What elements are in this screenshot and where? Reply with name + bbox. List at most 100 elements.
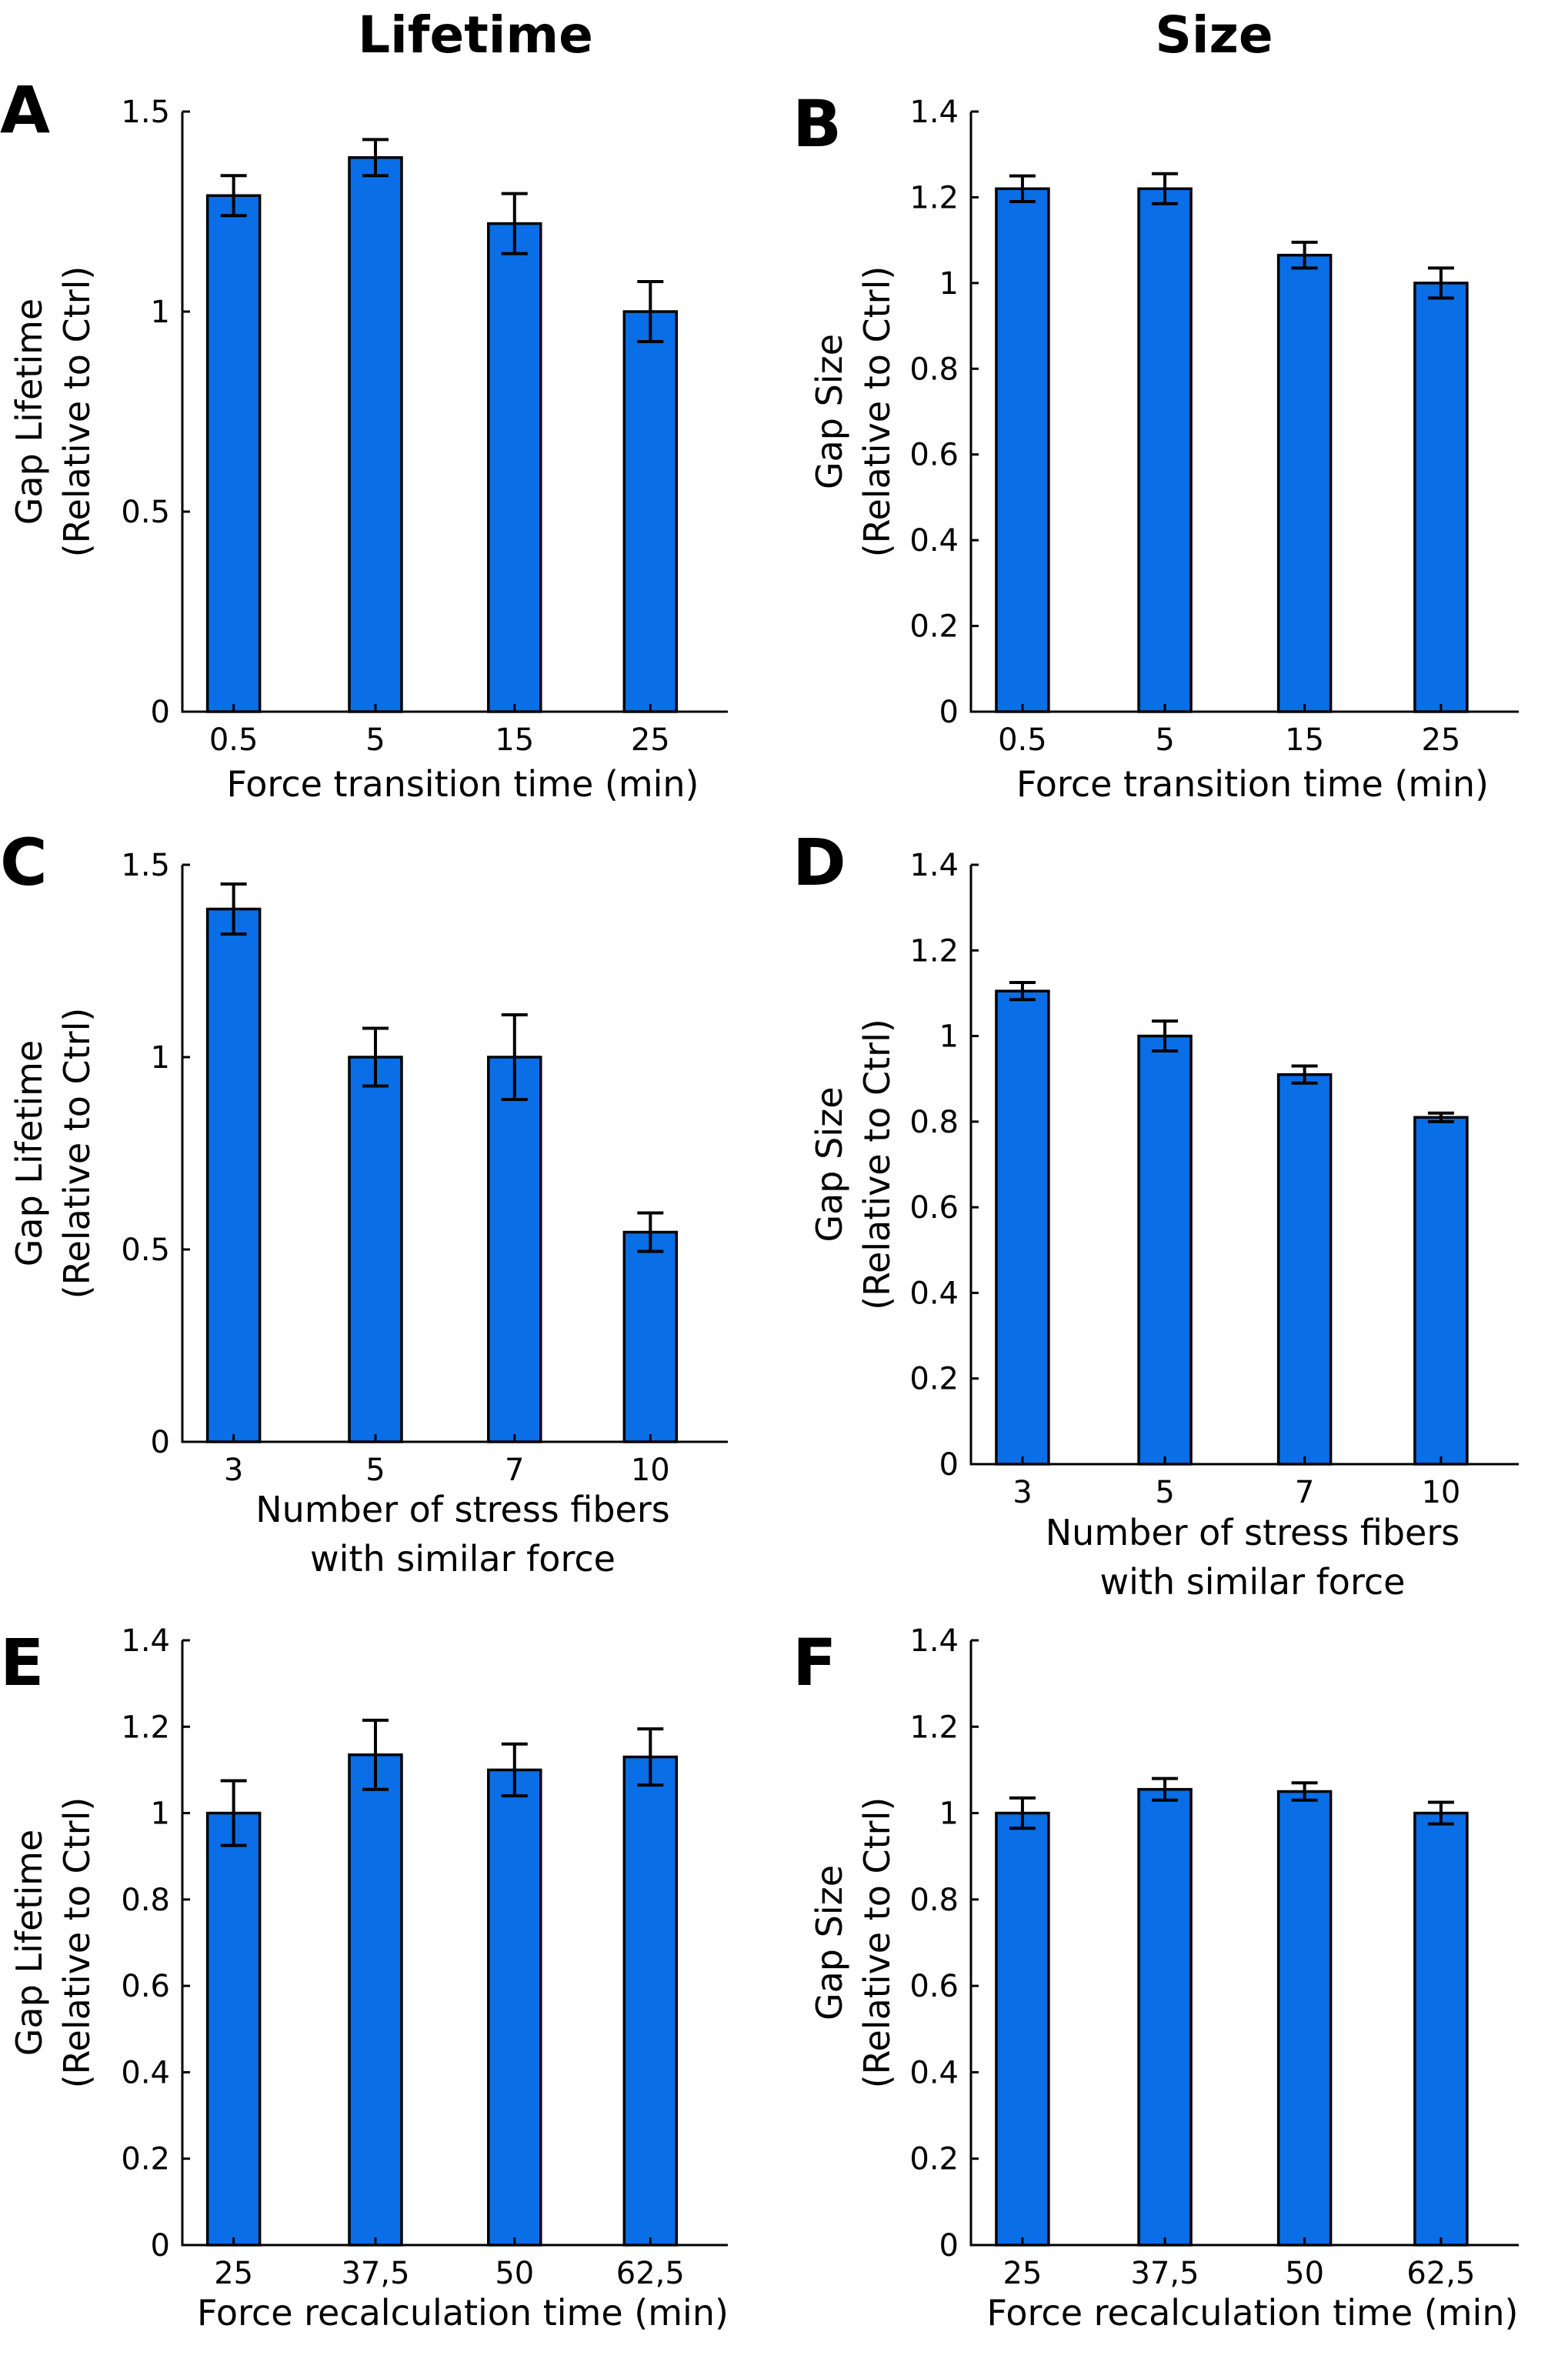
x-tick-label: 3 bbox=[224, 1453, 243, 1488]
y-tick-label: 0.8 bbox=[909, 352, 959, 387]
title-size: Size bbox=[1155, 5, 1273, 65]
title-lifetime: Lifetime bbox=[358, 5, 593, 65]
bar bbox=[1276, 1073, 1333, 1466]
x-tick-label: 37,5 bbox=[1131, 2256, 1199, 2291]
bar bbox=[1413, 1116, 1469, 1466]
y-tick-label: 0.6 bbox=[909, 1190, 959, 1226]
y-tick-label: 1.4 bbox=[909, 1623, 959, 1659]
x-tick-label: 7 bbox=[1295, 1475, 1314, 1510]
x-tick-label: 0.5 bbox=[998, 722, 1047, 758]
bar bbox=[1137, 1034, 1193, 1466]
y-tick-label: 0.4 bbox=[909, 1276, 959, 1311]
y-axis-label: (Relative to Ctrl) bbox=[856, 1797, 898, 2089]
x-tick-label: 0.5 bbox=[209, 722, 259, 758]
x-axis-label: with similar force bbox=[310, 1538, 616, 1580]
x-tick-label: 5 bbox=[365, 722, 385, 758]
y-tick-label: 1.4 bbox=[909, 95, 959, 130]
bar bbox=[205, 1811, 262, 2247]
bar bbox=[1413, 1811, 1469, 2247]
x-tick-label: 10 bbox=[1421, 1475, 1460, 1510]
chart-panel-f: F 25 37,5 50 62,5 0 0.2 0.4 0.6 0.8 1 1.2 1.4 Gap Siz… bbox=[792, 1623, 1519, 2334]
chart-panel-b: B 0.5 5 15 25 0 0.2 0.4 0.6 0.8 1 1.2 1.4 Gap Size (Re… bbox=[792, 86, 1519, 805]
y-tick-label: 1.4 bbox=[121, 1623, 170, 1659]
x-tick-label: 50 bbox=[1285, 2256, 1324, 2291]
x-tick-label: 37,5 bbox=[341, 2256, 409, 2291]
bar bbox=[1276, 253, 1333, 713]
x-tick-label: 5 bbox=[1155, 1475, 1174, 1510]
x-axis-label: Force recalculation time (min) bbox=[987, 2292, 1519, 2334]
y-tick-label: 0.8 bbox=[909, 1105, 959, 1140]
x-axis-label: Number of stress fibers bbox=[1046, 1512, 1460, 1553]
y-tick-label: 0.5 bbox=[121, 1233, 170, 1268]
chart-panel-d: D 3 5 7 10 0 0.2 0.4 0.6 0.8 1 1.2 1.4 Gap Size (Relat… bbox=[792, 825, 1519, 1603]
bar bbox=[995, 989, 1050, 1466]
y-tick-label: 0.2 bbox=[909, 1362, 959, 1397]
bar bbox=[205, 907, 262, 1443]
y-axis-label: Gap Lifetime bbox=[8, 1830, 50, 2057]
panel-letter: A bbox=[0, 72, 50, 148]
chart-panel-c: C 3 5 7 10 0 0.5 1 1.5 Gap Lifetime (Relative to C… bbox=[0, 825, 728, 1580]
bar bbox=[348, 1753, 403, 2247]
y-tick-label: 0.2 bbox=[909, 609, 959, 645]
y-tick-label: 0 bbox=[939, 1447, 959, 1483]
y-tick-label: 0.4 bbox=[909, 523, 959, 559]
y-tick-label: 0.4 bbox=[121, 2055, 170, 2090]
bar bbox=[487, 1768, 542, 2247]
y-tick-label: 1 bbox=[939, 1019, 959, 1055]
y-tick-label: 1.2 bbox=[909, 1710, 959, 1745]
x-tick-label: 25 bbox=[1421, 722, 1460, 758]
y-tick-label: 1.4 bbox=[909, 848, 959, 883]
bar bbox=[1137, 1787, 1193, 2247]
x-tick-label: 62,5 bbox=[1406, 2256, 1475, 2291]
x-axis-label: Force recalculation time (min) bbox=[197, 2292, 729, 2334]
y-tick-label: 0 bbox=[939, 2228, 959, 2264]
bar bbox=[622, 1755, 679, 2247]
y-tick-label: 0 bbox=[151, 1425, 170, 1460]
y-tick-label: 1 bbox=[151, 295, 170, 330]
y-tick-label: 0.6 bbox=[909, 438, 959, 473]
y-tick-label: 1.2 bbox=[909, 933, 959, 969]
y-axis-label: Gap Size bbox=[809, 1086, 850, 1242]
y-tick-label: 0.8 bbox=[909, 1883, 959, 1918]
y-axis-label: Gap Size bbox=[809, 334, 850, 489]
y-tick-label: 0.2 bbox=[121, 2142, 170, 2177]
y-tick-label: 0.4 bbox=[909, 2055, 959, 2090]
bar bbox=[205, 194, 262, 713]
y-tick-label: 1.5 bbox=[121, 848, 170, 883]
x-tick-label: 25 bbox=[1003, 2256, 1042, 2291]
bar bbox=[487, 222, 542, 713]
x-tick-label: 10 bbox=[631, 1453, 670, 1488]
bar bbox=[622, 1230, 679, 1443]
y-axis-label: (Relative to Ctrl) bbox=[56, 266, 98, 558]
y-tick-label: 0 bbox=[151, 2228, 170, 2264]
y-tick-label: 1.2 bbox=[121, 1710, 170, 1745]
bar bbox=[1413, 282, 1469, 713]
y-tick-label: 0 bbox=[151, 695, 170, 730]
x-tick-label: 15 bbox=[1285, 722, 1324, 758]
chart-panel-a: A 0.5 5 15 25 0 0.5 1 1.5 Gap Lifetime (Relative t… bbox=[0, 72, 728, 805]
x-tick-label: 5 bbox=[1155, 722, 1174, 758]
y-tick-label: 0.5 bbox=[121, 495, 170, 530]
y-tick-label: 0.6 bbox=[909, 1969, 959, 2004]
x-tick-label: 15 bbox=[495, 722, 534, 758]
panel-letter: C bbox=[0, 825, 48, 900]
bar bbox=[1276, 1790, 1333, 2247]
panel-letter: E bbox=[0, 1625, 44, 1700]
x-tick-label: 5 bbox=[365, 1453, 385, 1488]
panel-letter: D bbox=[792, 825, 846, 900]
y-axis-label: (Relative to Ctrl) bbox=[56, 1008, 98, 1299]
y-tick-label: 1.2 bbox=[909, 180, 959, 215]
y-tick-label: 1 bbox=[939, 266, 959, 302]
x-tick-label: 62,5 bbox=[616, 2256, 685, 2291]
y-axis-label: (Relative to Ctrl) bbox=[56, 1797, 98, 2089]
bar bbox=[995, 187, 1050, 713]
y-tick-label: 0.2 bbox=[909, 2142, 959, 2177]
bar bbox=[348, 156, 403, 713]
y-axis-label: (Relative to Ctrl) bbox=[856, 1019, 898, 1310]
x-tick-label: 25 bbox=[631, 722, 670, 758]
chart-panel-e: E 25 37,5 50 62,5 0 0.2 0.4 0.6 0.8 1 1.2 1.4 Gap Lif… bbox=[0, 1623, 729, 2334]
y-tick-label: 0 bbox=[939, 695, 959, 730]
x-tick-label: 7 bbox=[505, 1453, 524, 1488]
x-axis-label: Force transition time (min) bbox=[1016, 763, 1489, 805]
